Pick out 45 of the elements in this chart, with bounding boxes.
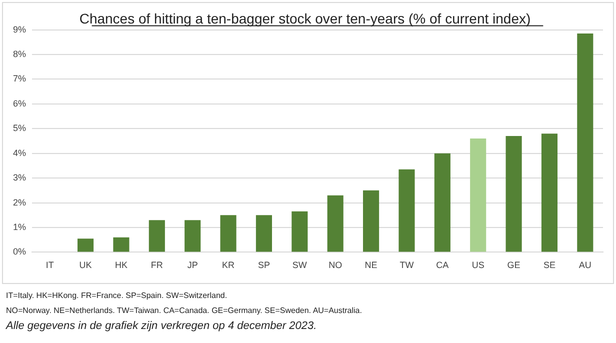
y-tick-label: 3%: [12, 172, 26, 183]
x-tick-label: NE: [364, 260, 378, 270]
y-tick-label: 5%: [12, 123, 26, 134]
bar: [78, 238, 94, 252]
bar: [398, 169, 415, 252]
bar: [292, 211, 308, 252]
text: NO=Norway. NE=Netherlands. TW=Taiwan. CA=Canada. GE=Germany. SE=Sweden. AU=Australia.: [6, 305, 363, 317]
bar: [327, 195, 344, 252]
y-tick-label: 2%: [12, 197, 26, 208]
x-tick-label: JP: [187, 260, 198, 270]
x-tick-label: HK: [114, 260, 128, 270]
x-tick-label: KR: [222, 260, 236, 270]
x-tick-label: NO: [328, 260, 342, 270]
bar: [113, 237, 130, 252]
y-tick-label: 9%: [12, 24, 26, 34]
y-tick-label: 0%: [12, 246, 26, 257]
bar: [220, 215, 236, 252]
x-tick-label: IT: [46, 260, 54, 270]
bar: [470, 138, 486, 252]
x-tick-label: GE: [507, 260, 520, 270]
text: Alle gegevens in de grafiek zijn verkregen op 4 december 2023.: [6, 320, 318, 332]
x-tick-label: CA: [436, 260, 449, 270]
bar: [541, 134, 558, 252]
x-tick-label: FR: [150, 260, 164, 270]
x-tick-label: US: [472, 260, 484, 270]
bar: [148, 220, 165, 252]
bar: [363, 190, 380, 252]
bar: [184, 220, 201, 252]
y-tick-label: 4%: [12, 148, 26, 158]
text: IT=Italy. HK=HKong. FR=France. SP=Spain. SW=Switzerland.: [6, 290, 228, 302]
x-tick-label: AU: [578, 260, 592, 270]
bar: [434, 153, 450, 252]
bar: [256, 215, 272, 252]
x-tick-label: SP: [258, 260, 270, 270]
bar: [506, 136, 522, 252]
y-tick-label: 8%: [12, 48, 26, 59]
bar: [577, 34, 594, 252]
x-tick-label: SE: [543, 260, 556, 270]
chart-title: Chances of hitting a ten-bagger stock over ten-years (% of current index): [79, 10, 531, 26]
x-tick-label: TW: [400, 260, 414, 270]
y-tick-label: 1%: [12, 222, 26, 232]
x-tick-label: UK: [79, 260, 92, 270]
y-tick-label: 6%: [12, 98, 26, 108]
x-tick-label: SW: [292, 260, 308, 270]
y-tick-label: 7%: [12, 74, 26, 84]
